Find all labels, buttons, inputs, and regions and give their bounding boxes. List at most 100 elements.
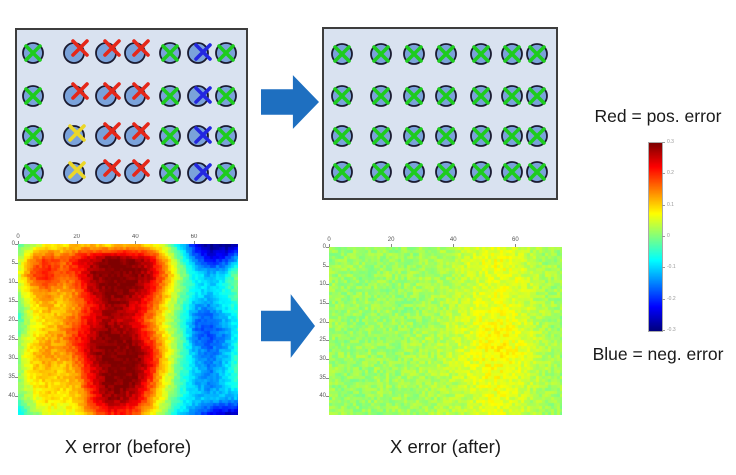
y-axis-tick [326,265,329,267]
x-mark-icon [472,163,490,181]
colorbar-tick [662,267,665,269]
fiducial-green-mark [501,85,523,107]
colorbar-tick-label: 0.2 [667,170,674,177]
fiducial-green-mark [215,85,237,107]
colorbar-tick [662,173,665,175]
heatmap-after-caption: X error (after) [389,436,502,457]
heatmap-before-caption: X error (before) [64,436,192,457]
y-axis-tick-label: 30 [319,356,326,362]
heatmap-before-image [18,244,238,415]
colorbar-tick-label: -0.3 [667,327,676,333]
colorbar-tick [662,142,665,143]
fiducial-green-mark [215,42,237,64]
fiducial-green-mark [435,85,457,107]
fiducial-green-mark [370,85,392,107]
y-axis-tick [326,396,329,398]
y-axis-tick-label: 20 [8,317,15,323]
x-mark-icon [161,44,179,62]
fiducial-green-mark [501,125,523,147]
x-mark-icon [194,86,212,104]
fiducial-green-mark [470,85,492,107]
x-mark-icon [217,127,235,145]
y-axis-tick [15,244,18,245]
x-mark-icon [194,126,212,144]
right-arrow-shape [261,75,319,129]
x-mark-icon [24,164,42,182]
fiducial-yellow-mark [63,161,86,184]
x-mark-icon [194,163,212,181]
y-axis-tick [15,396,18,397]
x-mark-icon [472,87,490,105]
colorbar-tick [662,298,665,300]
fiducial-green-mark [159,162,181,184]
x-mark-icon [217,164,235,182]
fiducial-green-mark [403,161,425,183]
colorbar-tick-label: 0.1 [667,201,674,208]
fiducial-grid-before-drawing [22,39,237,184]
fiducial-green-mark [435,43,457,65]
x-axis-tick [515,244,517,247]
fiducial-green-mark [331,161,353,183]
x-mark-icon [372,87,390,105]
x-mark-icon [405,45,423,63]
fiducial-green-mark [403,125,425,147]
fiducial-circle [187,85,209,107]
y-axis-tick-label: 0 [11,241,15,247]
x-mark-icon [372,45,390,63]
x-axis-tick [194,241,195,244]
y-axis-tick-label: 10 [319,281,326,288]
fiducial-grid-before-panel [15,28,248,201]
x-mark-icon [528,163,546,181]
x-mark-icon [132,159,150,177]
fiducial-yellow-mark [63,124,86,147]
x-mark-icon [405,127,423,145]
y-axis-tick-label: 20 [319,318,326,325]
fiducial-red-mark [63,82,89,107]
x-mark-icon [217,44,235,62]
x-axis-tick-label: 60 [512,237,519,243]
colorbar-gradient [649,143,662,331]
x-axis-tick [18,241,19,244]
x-mark-icon [437,45,455,63]
x-axis-tick-label: 60 [190,234,198,240]
x-mark-icon [24,87,42,105]
right-arrow-icon [261,294,315,358]
colorbar-tick-label: -0.1 [667,264,676,271]
y-axis-tick-label: 35 [319,374,326,381]
fiducial-green-mark [470,125,492,147]
fiducial-green-mark [470,161,492,183]
x-mark-icon [132,39,150,57]
x-mark-icon [103,159,121,177]
fiducial-red-mark [124,122,150,147]
fiducial-green-mark [526,43,548,65]
x-mark-icon [103,122,121,140]
x-axis-tick-label: 0 [16,234,20,240]
x-mark-icon [333,87,351,105]
x-mark-icon [437,127,455,145]
y-axis-tick-label: 5 [11,260,15,266]
fiducial-red-mark [63,39,89,64]
y-axis-tick [15,301,18,302]
heatmap-after [329,247,562,415]
fiducial-green-mark [370,161,392,183]
fiducial-circle [187,125,209,147]
right-arrow-shape [261,294,315,358]
x-mark-icon [472,127,490,145]
fiducial-grid-after-panel [322,27,558,200]
colorbar-tick-label: 0.3 [667,139,674,145]
x-mark-icon [503,127,521,145]
y-axis-tick [326,303,329,304]
x-mark-icon [68,124,86,142]
y-axis-tick [15,263,18,264]
y-axis-tick [326,284,329,286]
fiducial-green-mark [215,125,237,147]
fiducial-red-mark [95,122,121,147]
x-mark-icon [132,122,150,140]
x-mark-icon [103,82,121,100]
fiducial-red-mark [124,82,150,107]
colorbar-tick-label: -0.2 [667,295,676,302]
x-axis-tick-label: 40 [131,234,139,240]
fiducial-blue-mark [187,42,212,64]
fiducial-green-mark [331,85,353,107]
fiducial-green-mark [22,162,44,184]
